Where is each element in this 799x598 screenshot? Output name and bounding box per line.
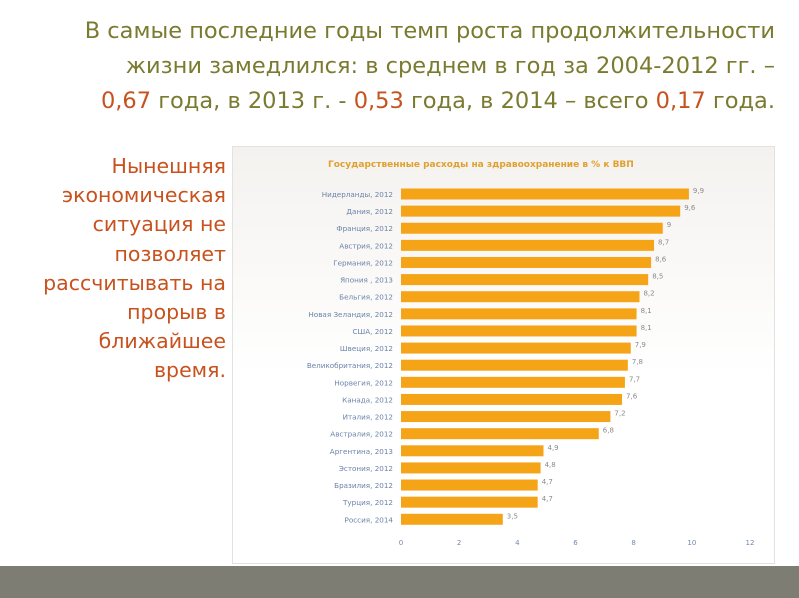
value-label: 8,2 [643,290,654,298]
headline-value-2014: 0,17 [655,88,706,114]
headline-value-avg: 0,67 [100,88,152,114]
bar [401,222,663,234]
bar [401,479,538,491]
category-label: Аргентина, 2013 [330,447,393,456]
value-label: 8,7 [658,238,669,246]
category-label: Норвегия, 2012 [334,378,393,387]
value-label: 8,6 [655,255,667,263]
headline-text-segment: года. [705,88,775,114]
side-note: Нынешняя экономическая ситуация не позво… [4,152,226,386]
category-label: Австралия, 2012 [330,430,393,439]
side-note-line: прорыв в [127,300,226,325]
value-label: 7,2 [614,410,625,418]
headline-line-3: 0,67 года, в 2013 г. - 0,53 года, в 2014… [35,84,775,119]
side-note-line: время. [153,358,226,383]
value-label: 8,1 [641,324,652,332]
headline-text-segment: года, в 2014 – всего [403,88,656,114]
bar [401,325,637,337]
value-label: 7,9 [635,341,646,349]
side-note-line: ближайшее [98,329,226,354]
value-label: 8,5 [652,273,663,281]
value-label: 3,5 [507,512,518,520]
value-label: 4,9 [548,444,559,452]
category-label: США, 2012 [353,327,393,336]
bar [401,205,681,217]
bar [401,428,599,440]
value-label: 4,8 [545,461,556,469]
category-label: Швеция, 2012 [340,344,393,353]
value-label: 9,9 [693,187,704,195]
bar [401,513,503,525]
category-label: Австрия, 2012 [339,241,393,250]
value-label: 7,8 [632,358,643,366]
side-note-line: позволяет [114,241,226,266]
value-label: 9,6 [684,204,696,212]
bar [401,188,689,200]
bar [401,411,611,423]
bar [401,342,631,354]
chart-panel: Государственные расходы на здравоохранен… [232,146,775,564]
x-tick-label: 12 [746,539,755,547]
category-label: Италия, 2012 [343,413,393,422]
bar [401,291,640,303]
value-label: 8,1 [641,307,652,315]
bar [401,445,544,457]
bar [401,376,625,388]
bar [401,359,628,371]
side-note-line: Нынешняя [111,154,226,178]
bar [401,308,637,320]
category-label: Бразилия, 2012 [334,481,393,490]
category-label: Россия, 2014 [345,515,394,524]
health-spending-bar-chart: Государственные расходы на здравоохранен… [307,160,755,547]
category-label: Дания, 2012 [346,207,393,216]
x-tick-label: 4 [515,539,520,547]
value-label: 9 [667,221,671,229]
x-tick-label: 2 [457,539,461,547]
category-label: Новая Зеландия, 2012 [308,310,393,319]
side-note-line: рассчитывать на [43,270,226,295]
side-note-line: экономическая [61,183,226,208]
x-tick-label: 6 [573,539,578,547]
bar [401,496,538,508]
headline-text-segment: года, в 2013 г. - [151,88,354,114]
value-label: 7,7 [629,375,640,383]
category-label: Германия, 2012 [333,258,393,267]
bar [401,239,655,251]
x-tick-label: 8 [631,539,635,547]
headline-line-2: жизни замедлился: в среднем в год за 200… [125,53,775,79]
x-tick-label: 10 [687,539,696,547]
bar [401,274,649,286]
side-note-line: ситуация не [92,212,226,237]
category-label: Турция, 2012 [342,498,393,507]
category-label: Япония , 2013 [340,276,393,285]
headline: В самые последние годы темп роста продол… [35,14,775,119]
category-label: Нидерланды, 2012 [322,190,393,199]
bar [401,256,652,268]
x-tick-label: 0 [399,539,403,547]
value-label: 7,6 [626,392,638,400]
chart-title: Государственные расходы на здравоохранен… [328,160,634,170]
category-label: Бельгия, 2012 [339,293,393,302]
category-label: Великобритания, 2012 [307,361,393,370]
value-label: 6,8 [603,427,614,435]
bar [401,462,541,474]
value-label: 4,7 [542,495,553,503]
category-label: Эстония, 2012 [339,464,393,473]
bottom-strip [0,566,799,598]
category-label: Канада, 2012 [342,395,393,404]
category-label: Франция, 2012 [336,224,393,233]
headline-line-1: В самые последние годы темп роста продол… [84,18,775,44]
headline-value-2013: 0,53 [353,88,404,114]
value-label: 4,7 [542,478,553,486]
bar [401,393,623,405]
